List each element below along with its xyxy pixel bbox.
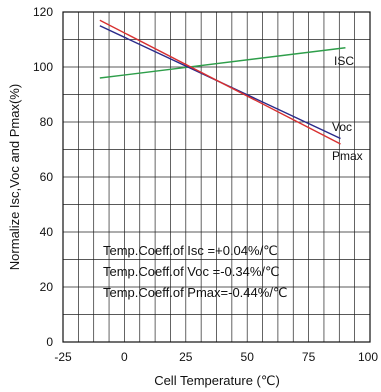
horizontal-gridlines <box>63 39 370 315</box>
series-label-isc: ISC <box>334 54 354 68</box>
y-axis-title: Normalize Isc,Voc and Pmax(%) <box>7 84 22 270</box>
x-tick-label: 0 <box>121 350 128 364</box>
series-label-pmax: Pmax <box>332 149 363 163</box>
y-tick-label: 120 <box>33 5 53 19</box>
coeff-pmax: Temp.Coeff.of Pmax=-0.44%/℃ <box>103 285 288 300</box>
y-tick-label: 20 <box>40 280 54 294</box>
series-line-isc <box>99 47 346 79</box>
x-tick-label: 25 <box>179 350 193 364</box>
coefficient-annotations: Temp.Coeff.of Isc =+0.04%/℃ Temp.Coeff.o… <box>103 243 288 300</box>
x-tick-labels: -25 0 25 50 75 100 <box>54 350 378 364</box>
x-tick-label: -25 <box>54 350 72 364</box>
coeff-isc: Temp.Coeff.of Isc =+0.04%/℃ <box>103 243 278 258</box>
y-tick-labels: 0 20 40 60 80 100 120 <box>33 5 53 349</box>
coeff-voc: Temp.Coeff.of Voc =-0.34%/℃ <box>103 264 280 279</box>
series-line-pmax <box>99 19 341 145</box>
y-tick-label: 0 <box>46 335 53 349</box>
y-tick-label: 60 <box>40 170 54 184</box>
x-tick-label: 50 <box>241 350 255 364</box>
y-tick-label: 80 <box>40 115 54 129</box>
series-label-voc: Voc <box>332 120 352 134</box>
x-tick-label: 75 <box>302 350 316 364</box>
plot-frame <box>62 11 371 343</box>
y-tick-label: 100 <box>33 60 53 74</box>
y-tick-label: 40 <box>40 225 54 239</box>
series-lines <box>99 19 346 145</box>
x-tick-label: 100 <box>358 350 378 364</box>
x-axis-title: Cell Temperature (℃) <box>154 373 280 388</box>
